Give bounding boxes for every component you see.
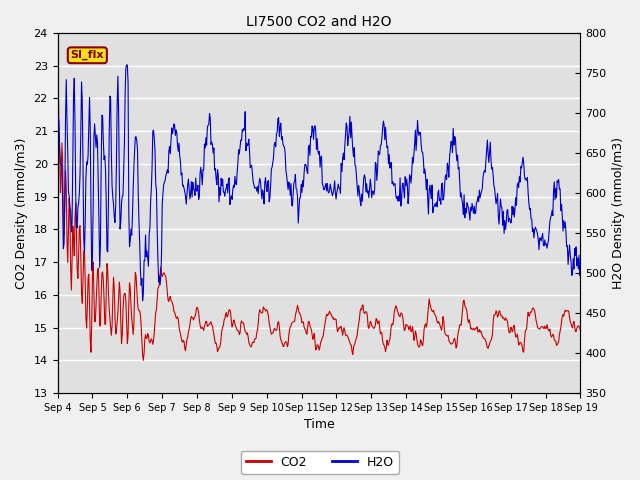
Legend: CO2, H2O: CO2, H2O [241,451,399,474]
Text: SI_flx: SI_flx [70,50,104,60]
Title: LI7500 CO2 and H2O: LI7500 CO2 and H2O [246,15,392,29]
X-axis label: Time: Time [303,419,334,432]
Y-axis label: CO2 Density (mmol/m3): CO2 Density (mmol/m3) [15,137,28,289]
Y-axis label: H2O Density (mmol/m3): H2O Density (mmol/m3) [612,137,625,289]
